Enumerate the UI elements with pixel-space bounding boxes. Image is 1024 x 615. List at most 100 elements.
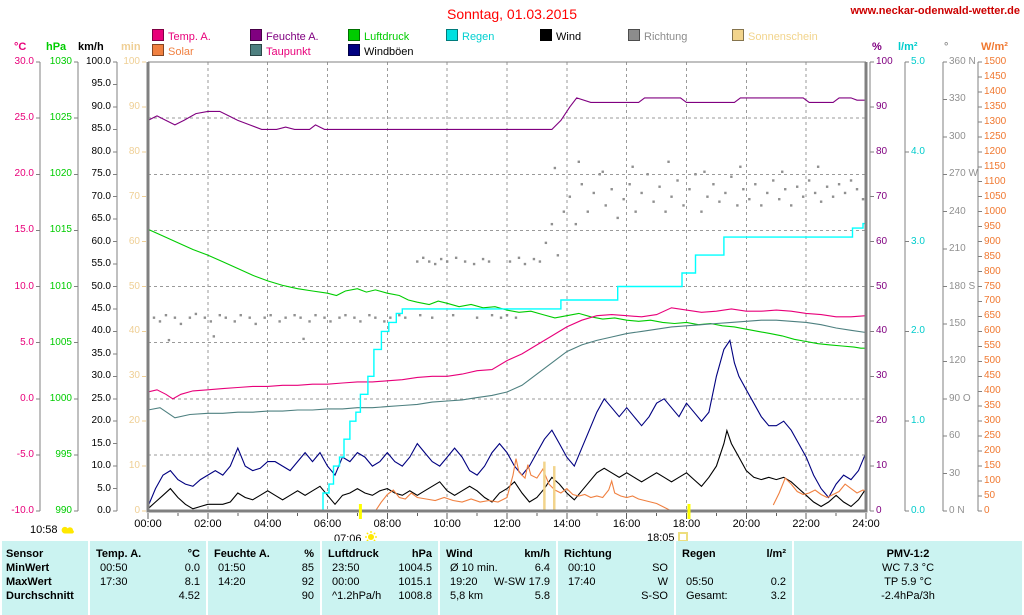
axis-tick-label-min: 70 (128, 190, 140, 202)
table-row-label-text: MinWert (6, 562, 50, 574)
table-row: 19:20 W-SW 17.9 (440, 576, 556, 589)
series-point-richtung (263, 316, 266, 319)
legend-swatch-icon (152, 29, 164, 41)
series-point-richtung (434, 262, 437, 266)
axis-tick-label-kmh: 65.0 (91, 213, 111, 225)
table-row: 00:50 0.0 (90, 562, 206, 575)
series-point-richtung (610, 188, 613, 191)
axis-tick-label-lm2: 0.0 (911, 505, 925, 516)
axis-tick-label-kmh: 95.0 (91, 78, 111, 90)
series-point-richtung (158, 320, 162, 323)
axis-tick-label-min: 10 (128, 460, 140, 472)
table-row: 14:20 92 (208, 576, 320, 589)
series-point-richtung (754, 183, 757, 186)
x-axis-label: 02:00 (194, 518, 222, 530)
legend-item-9: Taupunkt (250, 44, 311, 58)
series-point-richtung (517, 256, 521, 260)
series-point-richtung (344, 313, 347, 317)
series-point-richtung (604, 204, 607, 207)
table-cell-value: 6.4 (534, 562, 550, 574)
series-point-richtung (562, 210, 566, 213)
table-row-labels-panel: Sensor MinWert MaxWert Durchschnitt (2, 541, 88, 615)
legend-swatch-icon (348, 44, 360, 56)
x-axis-label: 24:00 (852, 518, 880, 530)
legend-swatch-icon (446, 29, 458, 41)
series-point-richtung (278, 320, 281, 323)
series-point-richtung (706, 195, 709, 198)
table-panel-station: PMV-1:2 WC 7.3 °C TP 5.9 °C -2.4hPa/3h (794, 541, 1022, 615)
axis-tick-label-hpa: 1020 (49, 168, 72, 180)
axis-tick-label-hpa: 990 (55, 505, 72, 516)
website-link[interactable]: www.neckar-odenwald-wetter.de (850, 5, 1020, 17)
axis-tick-label-kmh: 5.0 (97, 482, 111, 494)
table-cell-time: 00:10 (568, 562, 596, 574)
table-panel-title: Feuchte A. (214, 548, 270, 560)
axis-tick-label-kmh: 50.0 (91, 280, 111, 292)
series-point-richtung (574, 222, 578, 226)
axis-tick-label-deg: 330 (949, 93, 966, 105)
axis-tick-label-wm2: 1200 (984, 145, 1007, 157)
table-row: 05:50 0.2 (676, 576, 792, 589)
table-cell-value: 5.8 (534, 590, 550, 602)
series-point-richtung (670, 195, 673, 198)
axis-tick-label-deg: 360 N (949, 56, 976, 67)
station-name: PMV-1:2 (886, 548, 930, 560)
series-point-richtung (544, 241, 548, 245)
sunset-tick (687, 504, 691, 519)
axis-tick-label-kmh: 40.0 (91, 325, 111, 337)
x-axis-label: 14:00 (553, 518, 581, 530)
table-cell-value: SO (652, 562, 668, 574)
series-luftdruck (148, 228, 866, 349)
series-point-richtung (742, 188, 745, 191)
table-cell-value: 1015.1 (398, 576, 432, 588)
axis-tick-label-temp_c: 25.0 (14, 112, 34, 124)
axis-tick-label-hpa: 1015 (49, 224, 72, 236)
table-cell-value: 8.1 (184, 576, 200, 588)
legend-swatch-icon (250, 44, 262, 56)
x-axis-label: 04:00 (253, 518, 282, 530)
axis-tick-label-wm2: 500 (984, 355, 1001, 367)
series-point-richtung (203, 316, 207, 319)
axis-tick-label-kmh: 55.0 (91, 258, 111, 270)
series-point-richtung (586, 210, 589, 213)
series-point-richtung (439, 257, 443, 261)
axis-tick-label-kmh: 25.0 (91, 392, 111, 404)
axis-tick-label-wm2: 400 (984, 385, 1001, 397)
series-point-richtung (239, 313, 242, 317)
axis-tick-label-kmh: 85.0 (91, 123, 111, 135)
axis-tick-label-kmh: 15.0 (91, 437, 111, 449)
table-row: ^1.2hPa/h 1008.8 (322, 590, 438, 603)
table-panel-header: Luftdruck hPa (322, 548, 438, 561)
legend-label: Solar (168, 46, 194, 58)
series-point-richtung (712, 183, 715, 186)
axis-tick-label-pct: 100 (876, 56, 893, 67)
legend-label: Sonnenschein (748, 31, 818, 43)
series-point-richtung (218, 313, 221, 317)
table-row-label-text: MaxWert (6, 576, 52, 588)
legend-item-4: Regen (446, 29, 494, 43)
legend-label: Luftdruck (364, 31, 410, 43)
table-cell-value: 0.2 (770, 576, 786, 588)
axis-tick-label-lm2: 1.0 (911, 415, 925, 427)
axis-tick-label-wm2: 1500 (984, 56, 1007, 67)
table-panel-richtung: Richtung 00:10 SO 17:40 W S-SO (558, 541, 674, 615)
axis-tick-label-wm2: 950 (984, 220, 1001, 232)
series-point-richtung (323, 316, 326, 319)
series-point-richtung (329, 320, 332, 323)
series-point-richtung (416, 260, 419, 263)
axis-header-deg: ° (944, 41, 949, 53)
series-point-richtung (422, 256, 425, 260)
table-cell-time: 14:20 (218, 576, 246, 588)
series-point-richtung (736, 204, 739, 207)
series-point-richtung (580, 183, 583, 186)
axis-tick-label-pct: 20 (876, 415, 888, 427)
series-point-richtung (556, 254, 560, 257)
series-point-richtung (577, 160, 580, 163)
table-panel-unit: °C (187, 548, 200, 560)
series-point-richtung (700, 210, 703, 213)
axis-tick-label-min: 60 (128, 235, 140, 247)
axis-tick-label-lm2: 3.0 (911, 235, 925, 247)
axis-tick-label-min: 0 (134, 505, 140, 516)
axis-tick-label-wm2: 1000 (984, 205, 1007, 217)
series-point-richtung (463, 260, 467, 263)
